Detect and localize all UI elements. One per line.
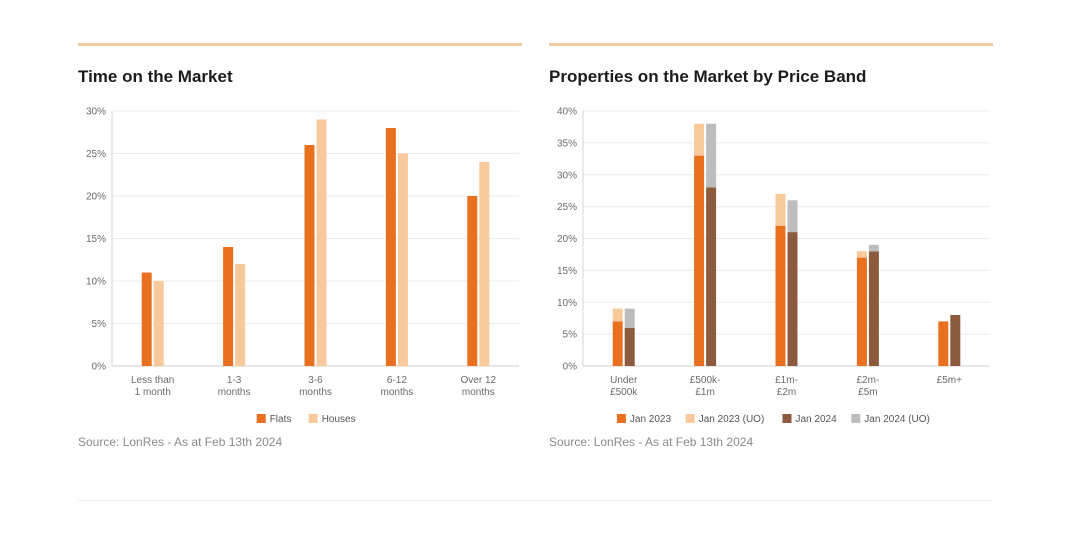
y-tick-label: 40% <box>557 107 577 118</box>
bar-segment <box>624 327 635 366</box>
bar-segment <box>706 123 717 188</box>
x-tick-label: £2m-£5m <box>857 375 880 398</box>
y-tick-label: 30% <box>86 107 106 118</box>
bar-segment <box>775 193 786 226</box>
x-tick-label: 1-3 months <box>218 375 251 398</box>
time-on-market-chart: 0% 5% 10% 15% 20% 25% 30% Less than 1 month 1-3 mo… <box>86 107 519 425</box>
top-divider <box>78 43 522 46</box>
bar-flats <box>304 145 315 366</box>
x-tick-label: Less than 1 month <box>131 375 174 398</box>
legend-swatch <box>851 414 861 423</box>
bar-flats <box>141 272 152 366</box>
footer-divider <box>78 500 992 501</box>
legend-swatch <box>256 414 266 423</box>
bar-segment <box>868 244 879 252</box>
chart-title: Time on the Market <box>78 67 233 86</box>
y-tick-label: 10% <box>86 277 106 288</box>
bar-segment <box>706 187 717 366</box>
x-tick-label: 3-6 months <box>299 375 332 398</box>
bar-flats <box>467 196 478 366</box>
bar-segment <box>624 308 635 328</box>
legend-swatch <box>782 414 792 423</box>
legend-label: Jan 2024 <box>796 414 838 425</box>
chart-source: Source: LonRes - As at Feb 13th 2024 <box>78 435 283 449</box>
y-tick-label: 0% <box>92 362 107 373</box>
bar-segment <box>950 315 961 366</box>
bar-houses <box>397 153 408 366</box>
x-tick-label: £5m+ <box>937 375 962 386</box>
x-tick-label: Over 12 months <box>461 375 497 398</box>
time-on-market-panel: Time on the Market 0% 5% 10% 15% 20% 25% 30% Le… <box>78 0 522 470</box>
y-tick-label: 5% <box>92 319 107 330</box>
bar-segment <box>787 200 798 233</box>
x-tick-label: £500k-£1m <box>690 375 721 398</box>
bar-segment <box>775 225 786 366</box>
bar-segment <box>938 321 949 366</box>
legend-label: Flats <box>270 414 292 425</box>
top-divider <box>549 43 993 46</box>
bar-houses <box>479 162 490 366</box>
y-tick-label: 35% <box>557 138 577 149</box>
bar-segment <box>787 232 798 366</box>
y-tick-label: 0% <box>563 362 578 373</box>
x-tick-label: Under £500k <box>610 375 638 398</box>
y-tick-label: 25% <box>86 149 106 160</box>
y-tick-label: 30% <box>557 170 577 181</box>
bar-segment <box>868 251 879 366</box>
bar-houses <box>316 119 327 366</box>
bar-segment <box>856 257 867 366</box>
bar-flats <box>223 247 234 366</box>
y-tick-label: 20% <box>557 234 577 245</box>
bar-segment <box>612 308 623 322</box>
price-band-panel: Properties on the Market by Price Band 0… <box>549 0 993 470</box>
legend-label: Jan 2023 (UO) <box>699 414 765 425</box>
y-tick-label: 15% <box>557 266 577 277</box>
bar-segment <box>694 123 705 156</box>
chart-source: Source: LonRes - As at Feb 13th 2024 <box>549 435 754 449</box>
legend-label: Jan 2023 <box>630 414 672 425</box>
x-tick-label: £1m-£2m <box>775 375 798 398</box>
bar-houses <box>235 264 246 366</box>
x-tick-label: 6-12 months <box>381 375 414 398</box>
legend-label: Jan 2024 (UO) <box>864 414 930 425</box>
bar-segment <box>856 251 867 258</box>
bar-flats <box>385 128 396 366</box>
y-tick-label: 25% <box>557 202 577 213</box>
y-tick-label: 15% <box>86 234 106 245</box>
legend-swatch <box>616 414 626 423</box>
y-tick-label: 10% <box>557 298 577 309</box>
bar-houses <box>153 281 164 366</box>
bar-segment <box>612 321 623 366</box>
bar-segment <box>694 155 705 366</box>
legend-swatch <box>685 414 695 423</box>
chart-title: Properties on the Market by Price Band <box>549 67 867 86</box>
y-tick-label: 5% <box>563 330 578 341</box>
legend-swatch <box>308 414 318 423</box>
legend-label: Houses <box>322 414 356 425</box>
y-tick-label: 20% <box>86 192 106 203</box>
price-band-chart: 0% 5% 10% 15% 20% 25% 30% 35% 40% Under £500k £500k… <box>557 107 990 425</box>
